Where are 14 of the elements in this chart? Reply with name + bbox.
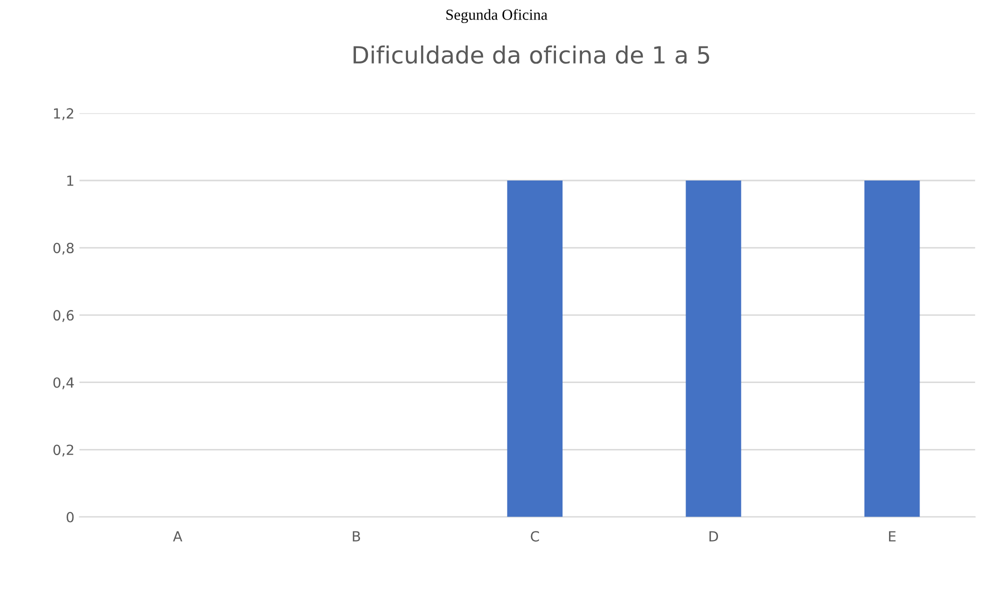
y-tick-label: 0,4 <box>53 377 74 390</box>
x-tick-label: D <box>709 531 718 542</box>
y-tick-label: 0,2 <box>53 444 74 457</box>
x-tick-label: E <box>889 531 896 542</box>
chart-title: Dificuldade da oficina de 1 a 5 <box>354 45 710 64</box>
text: Segunda Oficina <box>446 8 548 24</box>
y-tick-label: 0,6 <box>53 310 74 322</box>
x-tick-label: B <box>352 531 360 542</box>
x-tick-label: A <box>173 531 182 542</box>
y-tick-label: 1,2 <box>54 108 74 120</box>
y-tick-label: 1 <box>67 176 74 186</box>
y-tick-label: 0 <box>66 512 74 522</box>
x-tick-label: C <box>530 531 539 542</box>
y-tick-label: 0,8 <box>53 242 74 255</box>
